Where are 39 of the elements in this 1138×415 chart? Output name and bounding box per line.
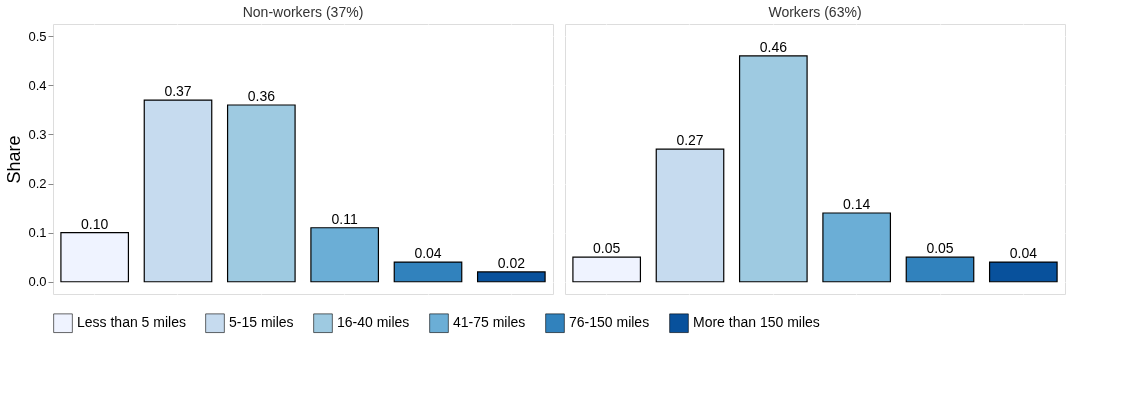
y-tick-label: 0.1 — [28, 225, 47, 241]
bar — [822, 212, 892, 283]
y-tick-label: 0.2 — [28, 176, 47, 192]
legend-label: 41-75 miles — [453, 314, 526, 331]
data-label: 0.10 — [81, 215, 109, 232]
data-label: 0.14 — [843, 196, 871, 212]
data-label: 0.02 — [497, 254, 526, 271]
bar — [738, 55, 808, 283]
bar — [988, 261, 1058, 283]
bar — [310, 227, 380, 283]
legend-label: 76-150 miles — [569, 314, 650, 331]
data-label: 0.04 — [1009, 245, 1038, 262]
chart-title: Workers (63%) — [768, 4, 862, 20]
data-label: 0.27 — [676, 132, 704, 149]
data-label: 0.11 — [331, 210, 358, 227]
bar — [476, 271, 546, 283]
bar — [905, 256, 975, 283]
data-label: 0.36 — [247, 88, 276, 104]
data-label: 0.04 — [414, 245, 442, 262]
bar — [60, 232, 130, 283]
bar — [655, 148, 725, 283]
y-axis-title: Share — [4, 135, 25, 184]
y-tick-label: 0.3 — [28, 126, 47, 142]
legend-label: 5-15 miles — [229, 314, 294, 331]
data-label: 0.46 — [759, 38, 788, 55]
bar — [143, 99, 213, 283]
y-tick-label: 0.5 — [28, 28, 47, 44]
data-label: 0.37 — [164, 83, 192, 100]
y-tick-label: 0.4 — [28, 77, 47, 93]
bar — [393, 261, 463, 283]
legend-label: More than 150 miles — [693, 314, 820, 331]
legend-label: 16-40 miles — [337, 314, 410, 331]
bar — [572, 256, 642, 283]
y-tick-label: 0.0 — [28, 274, 47, 290]
chart-title: Non-workers (37%) — [242, 4, 364, 20]
data-label: 0.05 — [926, 240, 954, 257]
data-label: 0.05 — [593, 240, 621, 257]
legend-label: Less than 5 miles — [77, 314, 186, 331]
bar — [226, 104, 296, 283]
